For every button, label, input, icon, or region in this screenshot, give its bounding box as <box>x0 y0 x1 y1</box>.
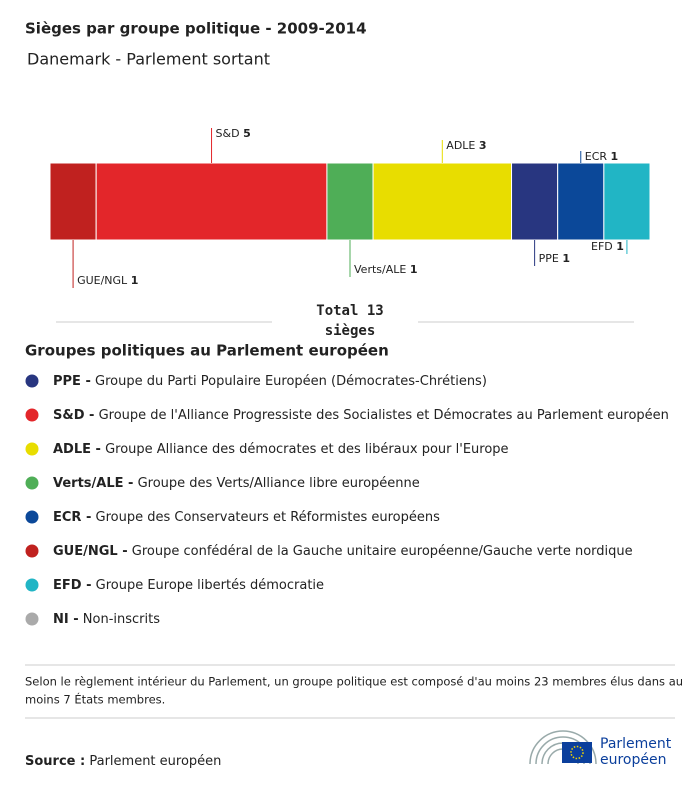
legend-swatch <box>25 544 39 558</box>
logo-text: européen <box>600 752 667 768</box>
logo: Parlement européen <box>529 730 672 768</box>
legend-text: Groupe des Verts/Alliance libre européen… <box>138 476 420 491</box>
legend-entry: GUE/NGL - Groupe confédéral de la Gauche… <box>53 544 633 559</box>
bar-label: EFD 1 <box>591 240 624 253</box>
legend-title: Groupes politiques au Parlement européen <box>25 342 389 360</box>
source-text: Parlement européen <box>89 754 221 769</box>
bar-label-value: 1 <box>562 252 570 265</box>
bar-segment <box>326 162 374 241</box>
legend-entry: PPE - Groupe du Parti Populaire Européen… <box>53 374 487 389</box>
legend-text: Groupe du Parti Populaire Européen (Démo… <box>95 374 487 389</box>
bar-label-value: 1 <box>131 274 139 287</box>
note: Selon le règlement intérieur du Parlemen… <box>25 675 683 689</box>
bar-label: ADLE 3 <box>446 139 486 152</box>
legend-swatch <box>25 476 39 490</box>
total-label: Total <box>316 303 358 319</box>
legend-swatch <box>25 612 39 626</box>
bar-label-value: 3 <box>479 139 487 152</box>
legend-swatch <box>25 442 39 456</box>
bar-label: PPE 1 <box>539 252 570 265</box>
legend-abbr: ECR - <box>53 510 91 525</box>
legend-swatch <box>25 578 39 592</box>
legend-entry: EFD - Groupe Europe libertés démocratie <box>53 578 324 593</box>
source: Source : Parlement européen <box>25 754 221 769</box>
bar-segment <box>95 162 328 241</box>
bar-label: S&D 5 <box>216 127 251 140</box>
bar-label-name: S&D <box>216 127 240 140</box>
legend-abbr: Verts/ALE - <box>53 476 133 491</box>
bar-label-value: 1 <box>611 150 619 163</box>
bar-label-name: PPE <box>539 252 559 265</box>
bar-label-name: EFD <box>591 240 613 253</box>
legend-entry: NI - Non-inscrits <box>53 612 160 627</box>
legend-entry: Verts/ALE - Groupe des Verts/Alliance li… <box>53 476 420 491</box>
total: Total 13 <box>316 303 383 319</box>
bar-segment <box>557 162 605 241</box>
legend-text: Groupe Europe libertés démocratie <box>96 578 324 593</box>
legend-text: Non-inscrits <box>83 612 160 627</box>
bar-label-value: 1 <box>410 263 418 276</box>
legend-text: Groupe des Conservateurs et Réformistes … <box>96 510 441 525</box>
bar-label: ECR 1 <box>585 150 618 163</box>
bar-label-name: ECR <box>585 150 608 163</box>
bar-label-name: GUE/NGL <box>77 274 128 287</box>
note: moins 7 États membres. <box>25 692 165 707</box>
bar-segment <box>372 162 513 241</box>
logo-text: Parlement <box>600 736 672 752</box>
bar-label: Verts/ALE 1 <box>354 263 417 276</box>
chart-subtitle: Danemark - Parlement sortant <box>27 50 270 69</box>
legend-text: Groupe Alliance des démocrates et des li… <box>105 442 508 457</box>
legend-entry: S&D - Groupe de l'Alliance Progressiste … <box>53 408 669 423</box>
legend-swatch <box>25 374 39 388</box>
bar-label-name: Verts/ALE <box>354 263 406 276</box>
legend-abbr: ADLE - <box>53 442 101 457</box>
legend-abbr: S&D - <box>53 408 94 423</box>
source-label: Source : <box>25 754 85 769</box>
bar-segment <box>603 162 651 241</box>
total-unit: sièges <box>325 323 376 339</box>
legend-text: Groupe de l'Alliance Progressiste des So… <box>99 408 669 423</box>
legend-text: Groupe confédéral de la Gauche unitaire … <box>132 544 633 559</box>
bar-label-name: ADLE <box>446 139 475 152</box>
legend-abbr: EFD - <box>53 578 91 593</box>
bar-label-value: 1 <box>616 240 624 253</box>
legend-swatch <box>25 510 39 524</box>
legend-entry: ADLE - Groupe Alliance des démocrates et… <box>53 442 509 457</box>
legend-abbr: NI - <box>53 612 79 627</box>
total-value: 13 <box>367 303 384 319</box>
chart-title: Sièges par groupe politique - 2009-2014 <box>25 20 367 38</box>
bar-segment <box>49 162 97 241</box>
legend-swatch <box>25 408 39 422</box>
legend-abbr: PPE - <box>53 374 91 389</box>
bar-label: GUE/NGL 1 <box>77 274 138 287</box>
legend-entry: ECR - Groupe des Conservateurs et Réform… <box>53 510 440 525</box>
legend-abbr: GUE/NGL - <box>53 544 128 559</box>
bar-label-value: 5 <box>243 127 251 140</box>
bar-segment <box>511 162 559 241</box>
